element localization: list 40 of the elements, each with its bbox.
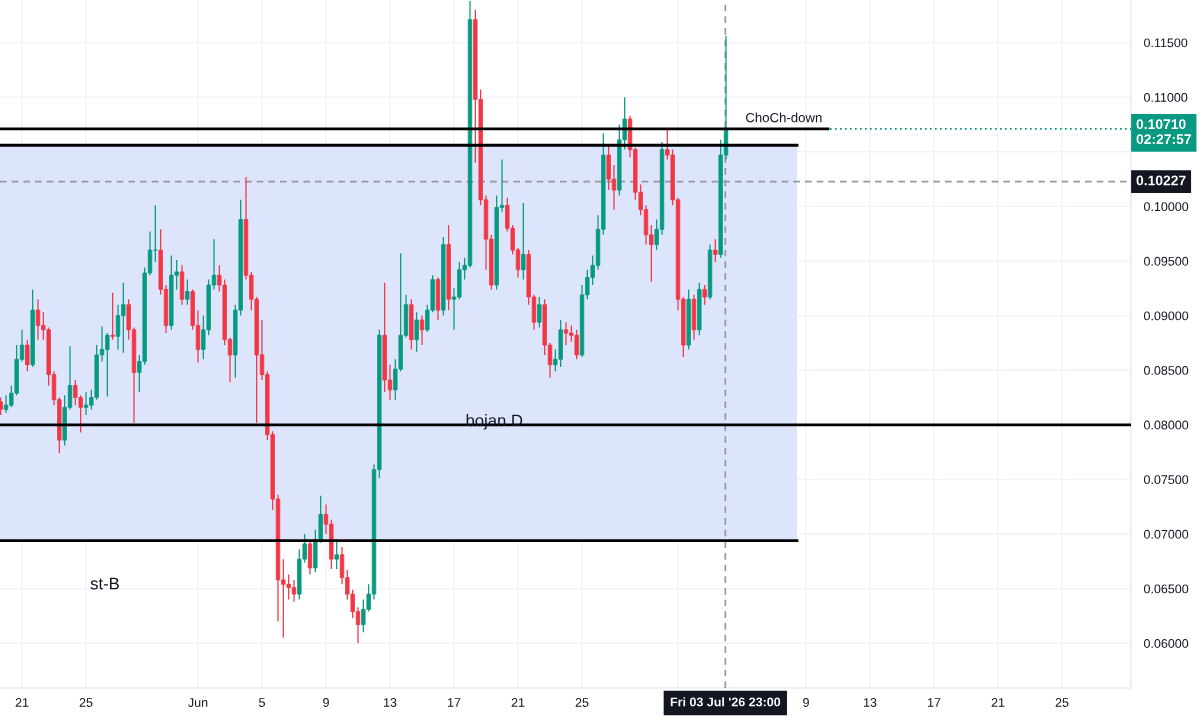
candlestick <box>419 314 425 346</box>
x-tick-label: 25 <box>79 698 93 707</box>
y-tick-label: 0.10000 <box>1143 202 1189 212</box>
x-tick-label: 21 <box>15 698 29 707</box>
x-tick-label: 21 <box>991 698 1005 707</box>
candlestick <box>414 311 419 353</box>
x-tick-label: 17 <box>448 698 461 707</box>
candlestick <box>110 292 115 341</box>
x-tick-label: 13 <box>384 698 397 707</box>
candlestick <box>25 339 30 372</box>
y-tick-label: 0.07000 <box>1143 529 1189 539</box>
candlestick <box>702 284 707 306</box>
y-tick-label: 0.08500 <box>1143 366 1189 375</box>
ref-line-label: Fri 03 Jul '26 23:00 <box>670 697 781 707</box>
annotation: st-B <box>90 577 119 590</box>
x-tick-label: 9 <box>323 698 329 707</box>
x-tick-label: 25 <box>1055 698 1069 707</box>
x-tick-label: 21 <box>511 698 525 707</box>
candlestick <box>185 278 190 306</box>
y-tick-label: 0.08000 <box>1143 420 1189 430</box>
y-tick-label: 0.09000 <box>1143 311 1189 321</box>
y-tick-label: 0.09500 <box>1143 256 1189 266</box>
ref-line-label: 0.10710 02:27:57 <box>1136 119 1191 145</box>
x-tick-label: 13 <box>864 698 877 707</box>
y-tick-label: 0.07500 <box>1143 475 1189 485</box>
candlestick <box>537 296 542 329</box>
y-tick-label: 0.11000 <box>1143 92 1188 102</box>
x-tick-label: 5 <box>259 698 265 707</box>
y-tick-label: 0.06000 <box>1143 639 1189 648</box>
x-tick-label: Jun <box>188 698 208 707</box>
candlestick <box>713 238 718 263</box>
x-tick-label: 17 <box>928 698 941 707</box>
candlestick <box>153 204 158 263</box>
y-tick-label: 0.06500 <box>1143 584 1189 594</box>
x-tick-label: 25 <box>575 698 589 707</box>
y-tick-label: 0.11500 <box>1143 38 1188 48</box>
candlestick <box>521 202 526 281</box>
ref-line-label: ChoCh-down <box>746 112 822 123</box>
x-tick-label: 9 <box>803 698 809 707</box>
ref-line-label: 0.10227 <box>1136 175 1186 186</box>
